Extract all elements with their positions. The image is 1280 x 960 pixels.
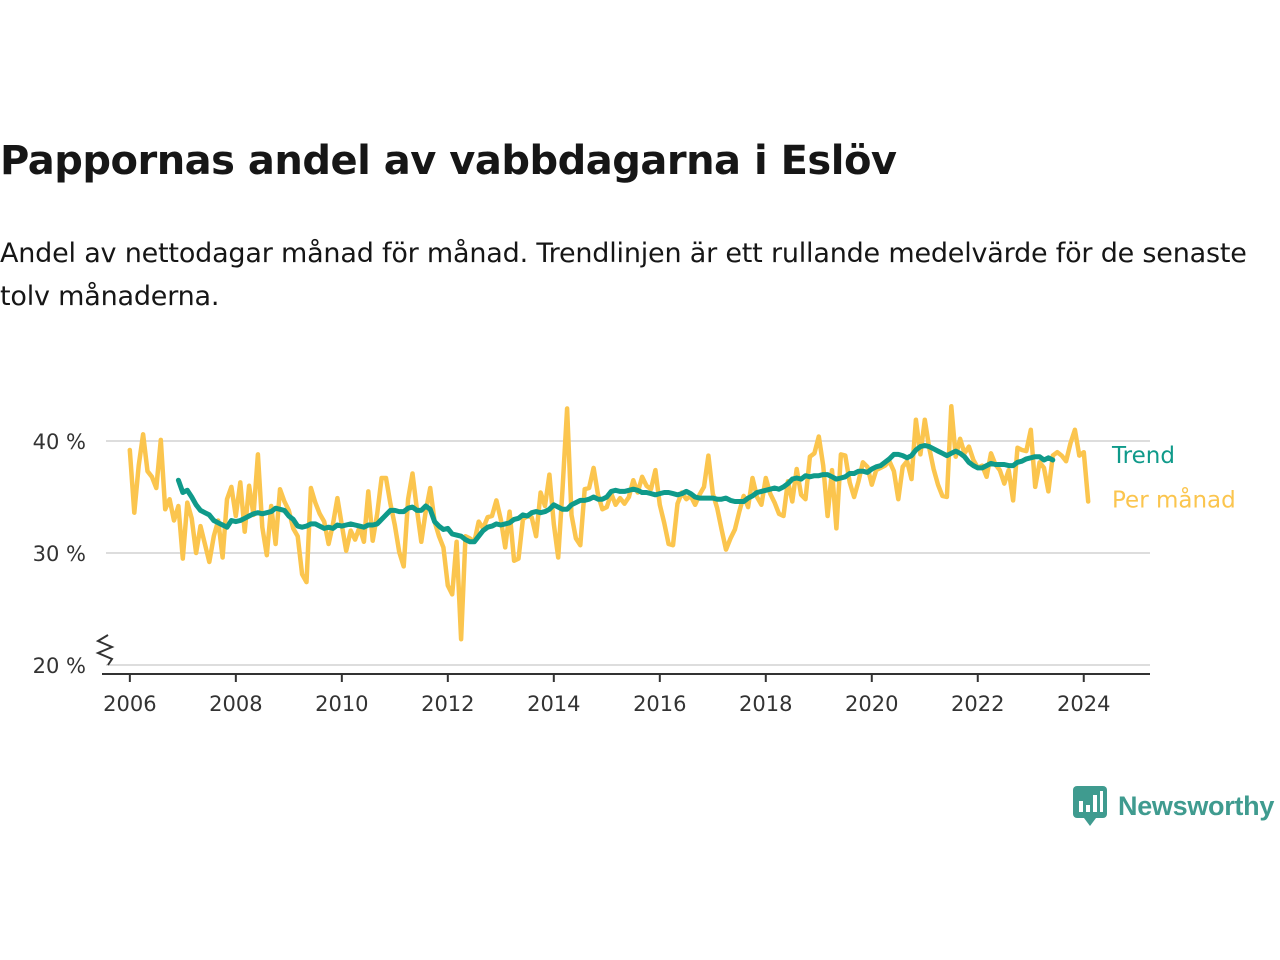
- x-tick-label: 2018: [739, 692, 792, 716]
- series-label-trend: Trend: [1111, 443, 1175, 469]
- y-tick-label: 20 %: [33, 654, 86, 678]
- newsworthy-logo-icon: [1073, 786, 1107, 826]
- x-tick-label: 2008: [209, 692, 262, 716]
- y-axis-labels: 20 % 30 % 40 %: [33, 430, 86, 678]
- x-tick-label: 2010: [315, 692, 368, 716]
- series-label-per-manad: Per månad: [1112, 485, 1236, 513]
- x-tick-label: 2022: [951, 692, 1004, 716]
- x-axis: 2006 2008 2010 2012 2014 2016 2018 2020 2022 2024: [102, 673, 1150, 716]
- axis-break-icon: [95, 634, 115, 666]
- x-tick-label: 2020: [845, 692, 898, 716]
- series-line-trend: [175, 443, 1056, 545]
- x-tick-label: 2024: [1057, 692, 1110, 716]
- chart-subtitle: Andel av nettodagar månad för månad. Tre…: [0, 238, 1247, 312]
- x-tick-label: 2012: [421, 692, 474, 716]
- x-tick-label: 2014: [527, 692, 580, 716]
- brand-logo: Newsworthy: [1072, 784, 1274, 828]
- y-tick-label: 30 %: [33, 542, 86, 566]
- y-tick-label: 40 %: [33, 430, 86, 454]
- line-chart: 20 % 30 % 40 % 2006 2008 2010 2012 2014 2016 201…: [33, 404, 1236, 716]
- gridlines: [106, 440, 1150, 666]
- x-tick-label: 2006: [103, 692, 156, 716]
- x-tick-label: 2016: [633, 692, 686, 716]
- chart-title: Pappornas andel av vabbdagarna i Eslöv: [0, 138, 897, 184]
- brand-name: Newsworthy: [1118, 790, 1275, 821]
